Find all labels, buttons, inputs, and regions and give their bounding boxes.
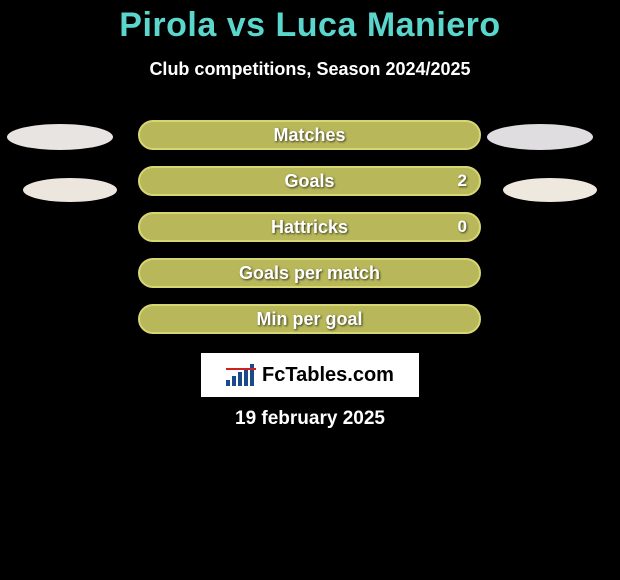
stat-pill: Goals2 [138, 166, 481, 196]
stat-label: Matches [140, 122, 479, 148]
vs-word: vs [227, 6, 266, 44]
stat-label: Hattricks [140, 214, 479, 240]
stat-pill: Hattricks0 [138, 212, 481, 242]
comparison-card: Pirola vs Luca Maniero Club competitions… [0, 0, 620, 580]
subtitle: Club competitions, Season 2024/2025 [0, 59, 620, 80]
player1-name: Pirola [119, 6, 216, 44]
stat-pill: Matches [138, 120, 481, 150]
stat-value: 2 [458, 168, 467, 194]
stat-label: Goals [140, 168, 479, 194]
stat-pill: Goals per match [138, 258, 481, 288]
logo-inner: FcTables.com [226, 364, 394, 387]
logo-bars-icon [226, 364, 256, 386]
date-label: 19 february 2025 [0, 408, 620, 430]
stat-value: 0 [458, 214, 467, 240]
stat-pill: Min per goal [138, 304, 481, 334]
fctables-logo: FcTables.com [201, 353, 419, 397]
logo-text: FcTables.com [262, 364, 394, 387]
page-title: Pirola vs Luca Maniero [0, 0, 620, 45]
player2-name: Luca Maniero [276, 6, 501, 44]
stat-label: Goals per match [140, 260, 479, 286]
stat-label: Min per goal [140, 306, 479, 332]
